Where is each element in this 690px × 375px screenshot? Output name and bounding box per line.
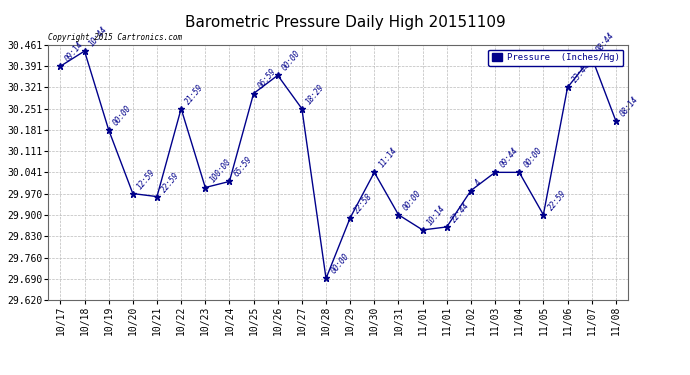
Text: 21:59: 21:59: [184, 82, 206, 106]
Text: 00:00: 00:00: [281, 49, 302, 72]
Text: 00:00: 00:00: [112, 104, 133, 127]
Text: 00:00: 00:00: [329, 252, 351, 276]
Text: 09:44: 09:44: [498, 146, 520, 170]
Text: 10:44: 10:44: [88, 25, 109, 48]
Text: 65:59: 65:59: [233, 155, 254, 178]
Text: 4: 4: [474, 178, 484, 188]
Text: Copyright 2015 Cartronics.com: Copyright 2015 Cartronics.com: [48, 33, 182, 42]
Text: 06:59: 06:59: [257, 67, 278, 91]
Text: 22:58: 22:58: [353, 192, 375, 215]
Text: 23:44: 23:44: [571, 61, 592, 85]
Text: Barometric Pressure Daily High 20151109: Barometric Pressure Daily High 20151109: [185, 15, 505, 30]
Text: 22:59: 22:59: [160, 170, 181, 194]
Text: 00:00: 00:00: [402, 189, 423, 212]
Legend: Pressure  (Inches/Hg): Pressure (Inches/Hg): [488, 50, 623, 66]
Text: 08:44: 08:44: [595, 31, 616, 54]
Text: 100:00: 100:00: [208, 158, 233, 185]
Text: 22:44: 22:44: [450, 201, 471, 224]
Text: 08:14: 08:14: [619, 94, 640, 118]
Text: 12:59: 12:59: [136, 167, 157, 191]
Text: 22:59: 22:59: [546, 189, 568, 212]
Text: 10:14: 10:14: [426, 204, 447, 227]
Text: 00:00: 00:00: [522, 146, 544, 170]
Text: 09:14: 09:14: [63, 40, 85, 63]
Text: 18:29: 18:29: [305, 82, 326, 106]
Text: 11:14: 11:14: [377, 146, 399, 170]
